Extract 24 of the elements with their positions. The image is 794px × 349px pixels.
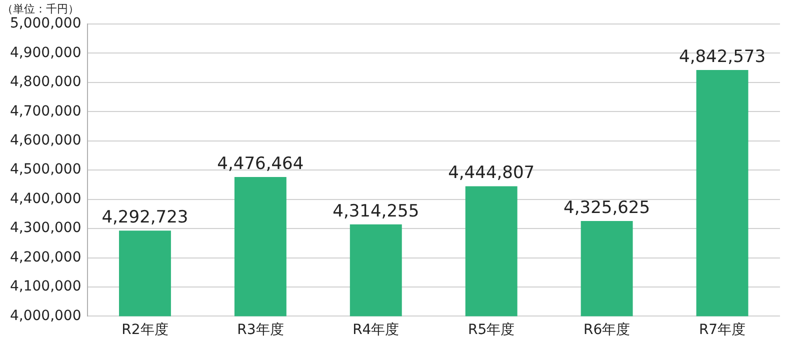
data-label: 4,476,464: [217, 154, 304, 174]
x-tick-label: R6年度: [583, 322, 630, 338]
y-tick-label: 4,500,000: [10, 162, 82, 178]
y-tick-label: 4,800,000: [10, 74, 82, 90]
y-tick-label: 4,100,000: [10, 278, 82, 295]
x-tick-label: R4年度: [352, 322, 400, 338]
y-tick-label: 4,400,000: [10, 190, 82, 207]
x-tick-label: R2年度: [122, 322, 168, 338]
y-tick-label: 4,300,000: [10, 220, 82, 236]
x-tick-label: R3年度: [237, 322, 284, 338]
y-tick-label: 4,600,000: [10, 132, 82, 149]
x-tick-label: R5年度: [468, 322, 515, 338]
data-label: 4,292,723: [102, 208, 188, 228]
y-tick-label: 4,900,000: [10, 44, 82, 61]
y-tick-label: 5,000,000: [10, 16, 82, 32]
y-tick-label: 4,700,000: [10, 103, 82, 120]
data-label: 4,444,807: [448, 163, 535, 184]
data-label: 4,314,255: [332, 201, 420, 222]
y-tick-label: 4,000,000: [10, 308, 82, 324]
data-label: 4,842,573: [679, 46, 766, 67]
data-label: 4,325,625: [564, 198, 650, 218]
y-axis-title: （単位：千円）: [2, 2, 79, 16]
y-tick-label: 4,200,000: [10, 249, 82, 266]
x-tick-label: R7年度: [698, 322, 746, 338]
